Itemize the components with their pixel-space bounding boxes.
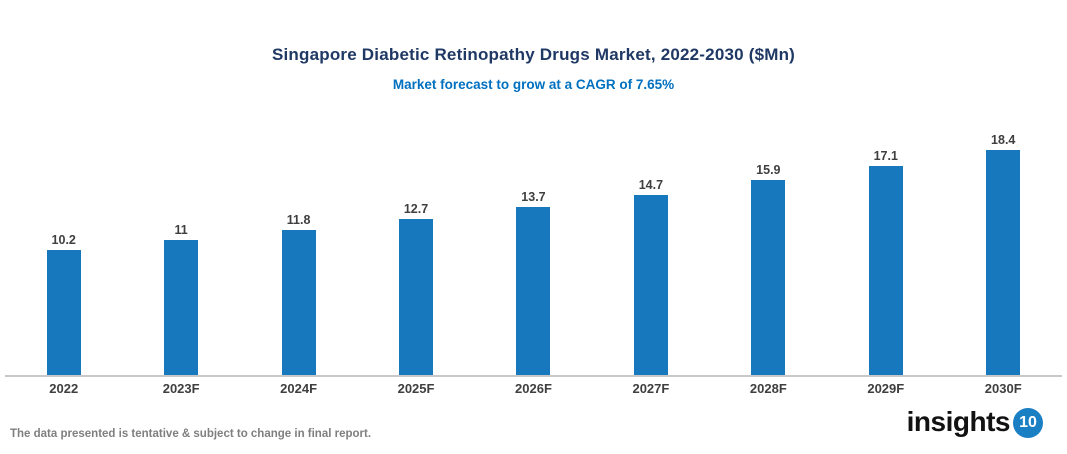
bar-column-2028f: 15.9	[710, 130, 827, 375]
bar-value-label: 10.2	[51, 233, 76, 248]
bar	[516, 207, 551, 375]
bar-value-label: 18.4	[991, 132, 1016, 147]
bar-column-2024f: 11.8	[240, 130, 357, 375]
logo-wordmark: insights	[906, 406, 1011, 437]
bar	[751, 180, 786, 375]
bar-value-label: 12.7	[403, 202, 429, 217]
x-axis-label: 2023F	[162, 381, 200, 396]
bar-value-label: 17.1	[873, 148, 898, 163]
bar-column-2023f: 11	[122, 130, 239, 375]
x-axis-label: 2029F	[867, 381, 905, 396]
bar	[399, 219, 434, 375]
bar	[633, 194, 668, 375]
bar-value-label: 14.7	[638, 177, 664, 192]
bar	[281, 230, 316, 375]
insights10-logo: insights 10	[907, 404, 1043, 440]
logo-badge-icon: 10	[1013, 408, 1043, 438]
bar-column-2030f: 18.4	[945, 130, 1062, 375]
chart-title: Singapore Diabetic Retinopathy Drugs Mar…	[271, 45, 796, 64]
bar-value-label: 13.7	[521, 190, 546, 205]
bar-chart-plot-area: 10.2 11 11.8 12.7 13.7 14.7 15.9 17.1 18.4	[5, 130, 1062, 377]
x-axis-label: 2028F	[749, 381, 787, 396]
bar-value-label: 11	[174, 223, 188, 238]
bar-column-2027f: 14.7	[592, 130, 709, 375]
x-axis-label: 2030F	[984, 381, 1022, 396]
x-axis-label: 2027F	[632, 381, 670, 396]
x-axis-labels: 2022 2023F 2024F 2025F 2026F 2027F 2028F 2029F 2…	[5, 381, 1062, 396]
chart-subtitle: Market forecast to grow at a CAGR of 7.6…	[392, 77, 675, 92]
bar	[868, 165, 903, 375]
bar-column-2029f: 17.1	[827, 130, 944, 375]
bar	[164, 240, 199, 375]
bar	[46, 250, 81, 375]
bar-column-2025f: 12.7	[357, 130, 474, 375]
bar-value-label: 15.9	[756, 163, 781, 178]
x-axis-label: 2022	[49, 381, 79, 396]
x-axis-label: 2025F	[397, 381, 435, 396]
bar-column-2026f: 13.7	[475, 130, 592, 375]
bar	[986, 149, 1021, 375]
bar-column-2022: 10.2	[5, 130, 122, 375]
x-axis-label: 2024F	[280, 381, 318, 396]
x-axis-label: 2026F	[515, 381, 552, 396]
bar-value-label: 11.8	[286, 213, 311, 228]
disclaimer-text: The data presented is tentative & subjec…	[10, 428, 372, 440]
